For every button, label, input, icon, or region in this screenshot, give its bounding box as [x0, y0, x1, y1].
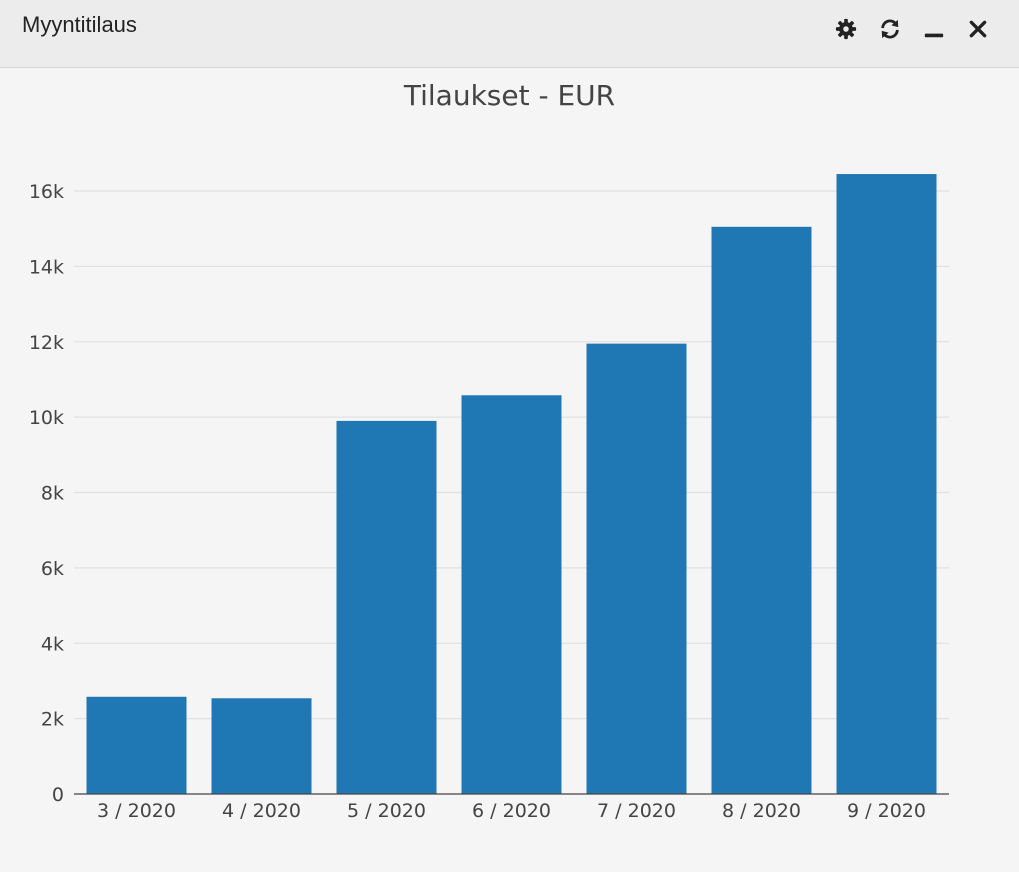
- axes: 0 2k 4k 6k 8k 10k 12k 14k 16k 3 / 2020 4 / 2020 5 /…: [29, 181, 949, 822]
- x-tick-label: 7 / 2020: [597, 800, 676, 822]
- window-titlebar: Myyntitilaus: [0, 0, 1019, 68]
- bar[interactable]: [211, 698, 312, 794]
- y-tick-label: 2k: [41, 709, 64, 731]
- bar[interactable]: [711, 226, 812, 795]
- window-controls: [833, 16, 991, 42]
- x-tick-label: 6 / 2020: [472, 800, 551, 822]
- x-tick-label: 8 / 2020: [722, 800, 801, 822]
- bar[interactable]: [836, 174, 937, 794]
- bar[interactable]: [461, 395, 562, 794]
- close-button[interactable]: [965, 16, 991, 42]
- y-tick-label: 8k: [41, 483, 64, 505]
- y-tick-label: 12k: [29, 332, 64, 354]
- bar[interactable]: [86, 696, 187, 794]
- refresh-icon: [881, 19, 899, 39]
- minimize-button[interactable]: [921, 16, 947, 42]
- close-icon: [969, 20, 987, 38]
- settings-button[interactable]: [833, 16, 859, 42]
- bar[interactable]: [336, 420, 437, 794]
- y-tick-label: 0: [52, 784, 64, 806]
- x-tick-label: 9 / 2020: [847, 800, 926, 822]
- x-tick-label: 3 / 2020: [97, 800, 176, 822]
- x-tick-label: 4 / 2020: [222, 800, 301, 822]
- y-tick-label: 6k: [41, 558, 64, 580]
- bars: [86, 174, 937, 795]
- bar-chart: 0 2k 4k 6k 8k 10k 12k 14k 16k 3 / 2020 4 / 2020 5 /…: [29, 174, 949, 822]
- y-tick-label: 4k: [41, 633, 64, 655]
- y-tick-label: 16k: [29, 181, 64, 203]
- y-tick-label: 14k: [29, 256, 64, 278]
- x-tick-label: 5 / 2020: [347, 800, 426, 822]
- minimize-icon: [924, 33, 944, 38]
- gear-icon: [835, 18, 857, 40]
- bar[interactable]: [586, 343, 687, 794]
- chart-title: Tilaukset - EUR: [403, 79, 616, 112]
- window-title: Myyntitilaus: [22, 12, 137, 37]
- chart-area: Tilaukset - EUR 0 2k 4k 6k 8k 10k 12k 14k 16k 3 /…: [0, 69, 1019, 867]
- y-tick-label: 10k: [29, 407, 64, 429]
- refresh-button[interactable]: [877, 16, 903, 42]
